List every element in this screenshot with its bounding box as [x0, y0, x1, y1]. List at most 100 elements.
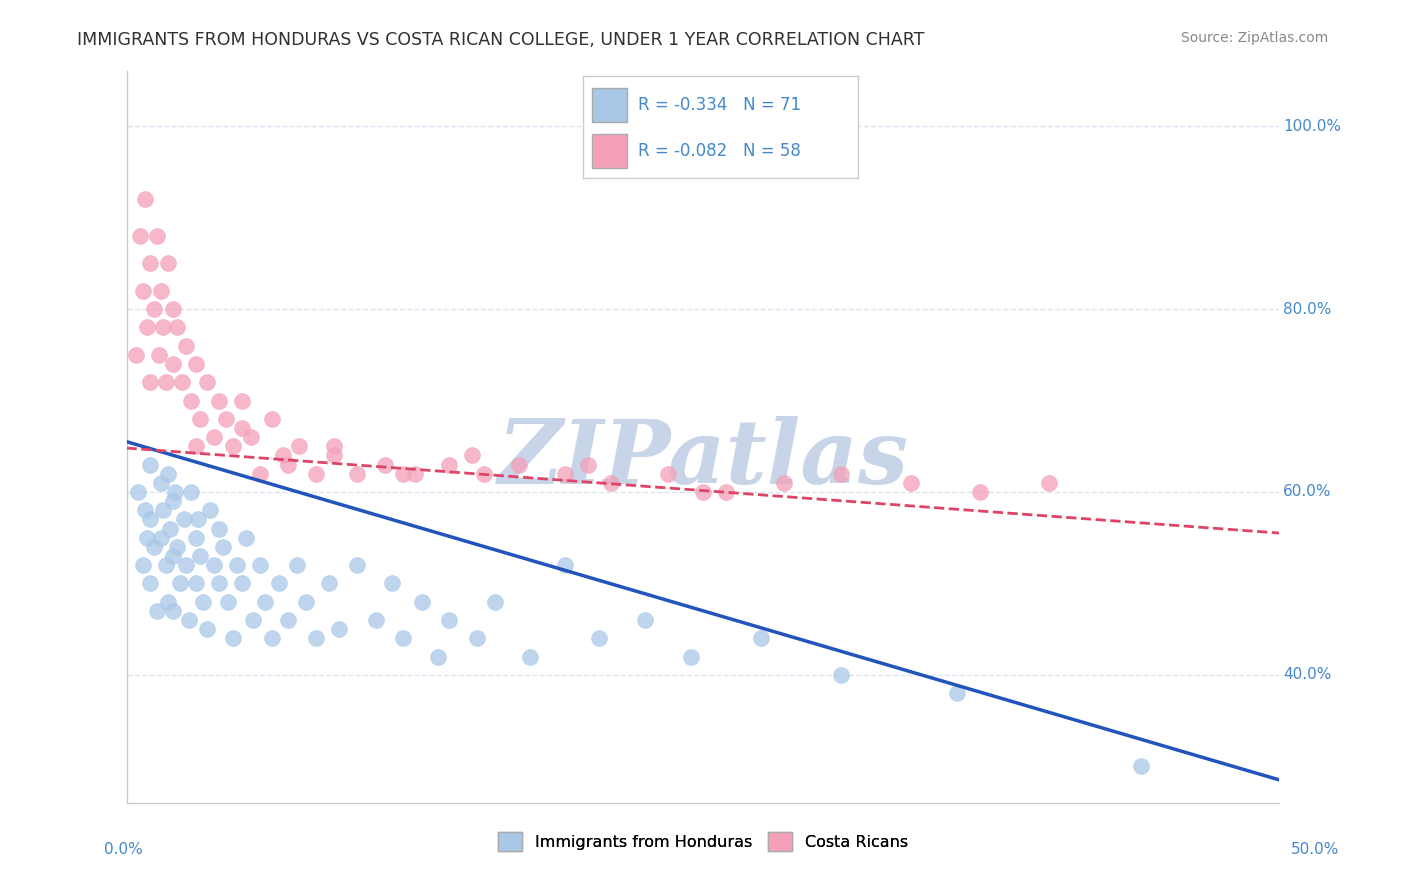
Point [681, 649, 703, 664]
Point [180, 393, 202, 408]
Point [253, 594, 276, 608]
Point [155, 376, 177, 390]
Point [323, 439, 346, 453]
Point [249, 467, 271, 481]
Point [392, 632, 415, 646]
Point [749, 632, 772, 646]
Point [170, 376, 193, 390]
Point [157, 467, 180, 481]
Text: IMMIGRANTS FROM HONDURAS VS COSTA RICAN COLLEGE, UNDER 1 YEAR CORRELATION CHART: IMMIGRANTS FROM HONDURAS VS COSTA RICAN … [77, 31, 925, 49]
Point [217, 594, 239, 608]
Point [461, 449, 484, 463]
Point [163, 485, 186, 500]
Point [267, 576, 290, 591]
Point [231, 421, 253, 435]
Point [519, 649, 541, 664]
Point [152, 503, 174, 517]
Point [231, 576, 253, 591]
Point [187, 512, 209, 526]
Point [169, 576, 191, 591]
Point [143, 301, 166, 317]
Point [176, 558, 198, 573]
Point [1038, 475, 1060, 490]
Point [240, 430, 263, 444]
Point [221, 632, 243, 646]
Text: 80.0%: 80.0% [1282, 301, 1331, 317]
Point [830, 667, 852, 681]
Point [288, 439, 311, 453]
Point [304, 467, 326, 481]
Text: R = -0.082   N = 58: R = -0.082 N = 58 [638, 142, 801, 160]
Point [177, 613, 200, 627]
Point [215, 411, 238, 425]
Point [772, 475, 794, 490]
Point [127, 485, 149, 500]
Text: ZIPatlas: ZIPatlas [498, 416, 908, 502]
Point [364, 613, 387, 627]
Point [260, 632, 283, 646]
Point [166, 540, 188, 554]
Point [162, 357, 184, 371]
Point [131, 284, 153, 298]
Point [285, 558, 308, 573]
Point [148, 348, 170, 362]
Point [374, 458, 396, 472]
Point [576, 458, 599, 472]
Point [484, 594, 506, 608]
Point [472, 467, 495, 481]
Point [162, 604, 184, 618]
Text: 60.0%: 60.0% [1282, 484, 1331, 500]
Point [295, 594, 318, 608]
Point [195, 376, 218, 390]
Point [599, 475, 621, 490]
Point [404, 467, 426, 481]
Point [208, 576, 231, 591]
Point [465, 632, 488, 646]
Point [138, 512, 160, 526]
Point [657, 467, 679, 481]
Point [346, 467, 368, 481]
Point [588, 632, 610, 646]
Point [439, 613, 461, 627]
Point [138, 458, 160, 472]
Point [969, 485, 991, 500]
Point [166, 320, 188, 334]
Point [136, 531, 159, 545]
Point [184, 357, 207, 371]
Point [900, 475, 922, 490]
Point [208, 521, 231, 535]
Point [134, 193, 156, 207]
Point [198, 503, 221, 517]
Point [277, 613, 299, 627]
Point [945, 686, 967, 700]
Text: 0.0%: 0.0% [104, 842, 143, 856]
Point [439, 458, 461, 472]
Point [426, 649, 449, 664]
Point [381, 576, 404, 591]
Point [129, 228, 152, 243]
Point [226, 558, 249, 573]
Point [202, 430, 225, 444]
Point [191, 594, 214, 608]
Point [188, 549, 211, 563]
Point [150, 284, 173, 298]
Point [125, 348, 148, 362]
Point [277, 458, 299, 472]
Point [328, 622, 350, 636]
Text: 50.0%: 50.0% [1291, 842, 1339, 856]
Point [318, 576, 340, 591]
Point [159, 521, 181, 535]
Text: R = -0.334   N = 71: R = -0.334 N = 71 [638, 95, 801, 113]
Point [150, 531, 173, 545]
Point [155, 558, 177, 573]
Point [173, 512, 195, 526]
Point [692, 485, 714, 500]
Point [714, 485, 737, 500]
Point [162, 549, 184, 563]
Point [392, 467, 415, 481]
Point [212, 540, 235, 554]
Point [162, 494, 184, 508]
Point [138, 576, 160, 591]
Point [157, 256, 180, 270]
Point [273, 449, 295, 463]
